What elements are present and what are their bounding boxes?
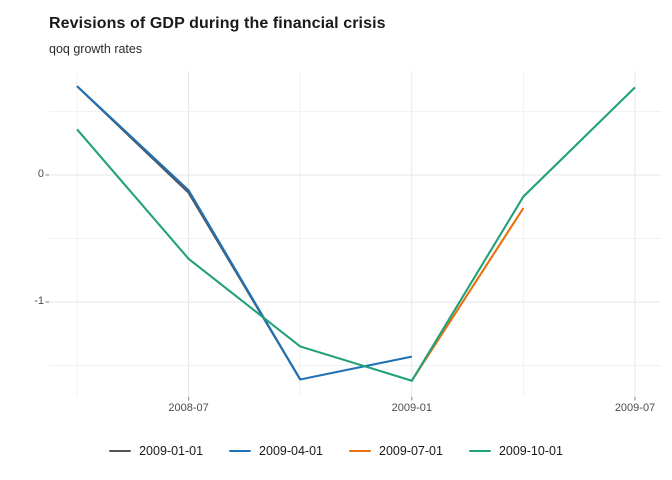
legend-item-2009-10-01: 2009-10-01	[468, 444, 563, 458]
series-line-2009-04-01	[76, 85, 413, 381]
legend-key-line-icon	[468, 449, 491, 453]
legend-key-line-icon	[349, 449, 371, 453]
x-tick-label: 2008-07	[168, 402, 209, 414]
legend: 2009-01-01 2009-04-01 2009-07-01 2009-10-01	[0, 444, 672, 458]
series-line-2009-10-01	[76, 86, 636, 382]
legend-label: 2009-07-01	[379, 444, 443, 458]
chart-subtitle: qoq growth rates	[49, 42, 143, 56]
legend-label: 2009-04-01	[259, 444, 323, 458]
legend-item-2009-01-01: 2009-01-01	[109, 444, 203, 458]
legend-label: 2009-01-01	[139, 444, 204, 458]
legend-label: 2009-10-01	[498, 444, 563, 458]
x-tick-label: 2009-07	[614, 402, 656, 414]
legend-item-2009-07-01: 2009-07-01	[349, 444, 443, 458]
y-tick-label: 0	[37, 168, 44, 180]
legend-item-2009-04-01: 2009-04-01	[229, 444, 323, 458]
chart-title: Revisions of GDP during the financial cr…	[49, 15, 386, 32]
x-tick-label: 2009-01	[391, 402, 432, 414]
y-tick-label: -1	[34, 295, 44, 307]
legend-key-line-icon	[109, 449, 132, 453]
legend-key-line-icon	[229, 449, 252, 453]
